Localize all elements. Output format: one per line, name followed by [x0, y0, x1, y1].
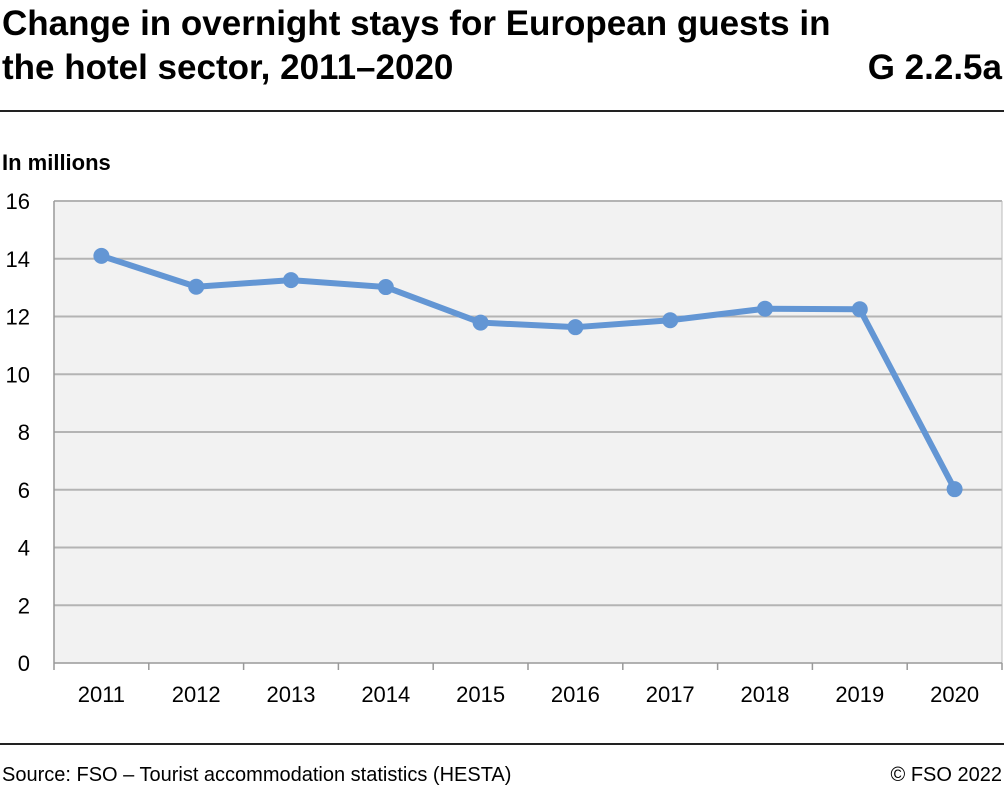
data-point — [283, 272, 299, 289]
y-tick-label: 4 — [18, 536, 30, 561]
data-point — [757, 300, 773, 317]
chart-title: Change in overnight stays for European g… — [2, 4, 831, 87]
y-tick-label: 16 — [6, 189, 30, 214]
data-point — [946, 481, 963, 498]
x-tick-label: 2012 — [172, 682, 221, 707]
y-tick-label: 12 — [6, 305, 30, 330]
data-point — [93, 247, 110, 264]
data-point — [472, 314, 489, 331]
top-divider — [0, 110, 1004, 112]
x-tick-label: 2019 — [835, 682, 884, 707]
y-tick-label: 0 — [18, 651, 30, 676]
y-tick-label: 2 — [18, 593, 30, 618]
y-tick-label: 14 — [6, 247, 30, 272]
x-tick-label: 2013 — [267, 682, 316, 707]
data-point — [851, 301, 868, 318]
y-tick-label: 8 — [18, 420, 30, 445]
x-tick-label: 2018 — [741, 682, 790, 707]
data-point — [377, 279, 394, 296]
y-axis-label: In millions — [2, 150, 111, 175]
data-point — [188, 278, 205, 295]
data-point — [567, 319, 584, 336]
y-tick-label: 6 — [18, 478, 30, 503]
chart-code: G 2.2.5a — [867, 48, 1002, 87]
x-tick-label: 2017 — [646, 682, 695, 707]
data-point — [662, 312, 679, 329]
source-note: Source: FSO – Tourist accommodation stat… — [2, 764, 512, 786]
x-tick-label: 2020 — [930, 682, 979, 707]
x-tick-label: 2016 — [551, 682, 600, 707]
data-line — [100, 253, 958, 491]
x-tick-label: 2011 — [78, 682, 125, 707]
copyright: © FSO 2022 — [890, 764, 1002, 786]
y-tick-label: 10 — [6, 362, 30, 387]
x-tick-label: 2015 — [456, 682, 505, 707]
x-tick-label: 2014 — [361, 682, 410, 707]
bottom-divider — [0, 743, 1004, 745]
